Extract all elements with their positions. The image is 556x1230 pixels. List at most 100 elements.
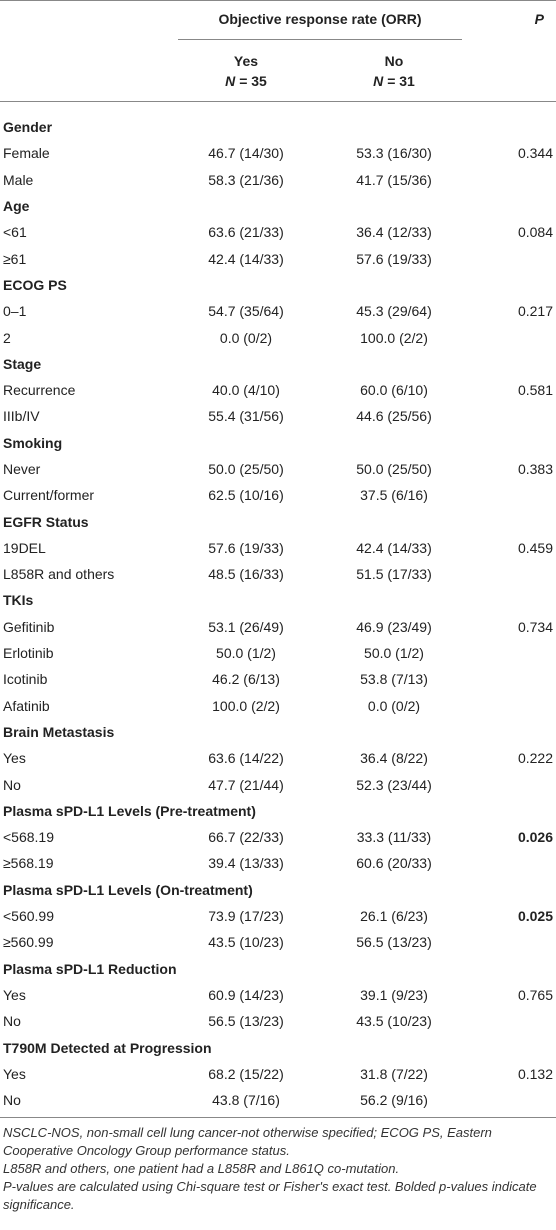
yes-value: 0.0 (0/2) (219, 329, 273, 346)
no-value: 36.4 (12/33) (356, 224, 432, 241)
table-row: 2 0.0 (0/2) 100.0 (2/2) (0, 324, 556, 350)
no-value: 46.9 (23/49) (356, 618, 432, 635)
group-label: Stage (3, 355, 42, 372)
group-label: Plasma sPD-L1 Levels (On-treatment) (3, 881, 253, 898)
table-row: Female 46.7 (14/30) 53.3 (16/30) 0.344 (0, 140, 556, 166)
table-row: No 47.7 (21/44) 52.3 (23/44) (0, 771, 556, 797)
group-label: Smoking (3, 434, 63, 451)
yes-value: 53.1 (26/49) (208, 618, 284, 635)
no-value: 44.6 (25/56) (356, 408, 432, 425)
row-label: 0–1 (3, 303, 27, 320)
yes-value: 68.2 (15/22) (208, 1065, 284, 1082)
group-header-row: Plasma sPD-L1 Levels (On-treatment) (0, 877, 556, 903)
p-value (466, 693, 556, 719)
no-value: 0.0 (0/2) (367, 697, 421, 714)
group-label: Plasma sPD-L1 Levels (Pre-treatment) (3, 802, 256, 819)
yes-column-header: Yes N = 35 (170, 51, 322, 91)
no-value: 41.7 (15/36) (356, 171, 432, 188)
group-label: TKIs (3, 592, 34, 609)
yes-n-value: = 35 (239, 73, 267, 89)
row-label: <61 (3, 224, 27, 241)
row-label: 19DEL (3, 539, 46, 556)
table-row: <568.19 66.7 (22/33) 33.3 (11/33) 0.026 (0, 824, 556, 850)
row-label: No (3, 1013, 21, 1030)
yes-value: 66.7 (22/33) (208, 829, 284, 846)
row-label: Male (3, 171, 34, 188)
row-label: IIIb/IV (3, 408, 40, 425)
group-header-row: TKIs (0, 587, 556, 613)
no-value: 50.0 (1/2) (364, 645, 424, 662)
orr-column-group-title: Objective response rate (ORR) (218, 11, 422, 27)
no-value: 39.1 (9/23) (360, 986, 428, 1003)
p-value (466, 929, 556, 955)
group-header-row: Stage (0, 351, 556, 377)
table-row: Yes 60.9 (14/23) 39.1 (9/23) 0.765 (0, 982, 556, 1008)
p-value (466, 403, 556, 429)
no-column-count: N = 31 (322, 71, 466, 91)
row-label: Afatinib (3, 697, 50, 714)
table-row: No 43.8 (7/16) 56.2 (9/16) (0, 1087, 556, 1113)
group-header-row: ECOG PS (0, 272, 556, 298)
no-n-symbol: N (373, 73, 384, 89)
table-row: 0–1 54.7 (35/64) 45.3 (29/64) 0.217 (0, 298, 556, 324)
table-row: No 56.5 (13/23) 43.5 (10/23) (0, 1008, 556, 1034)
group-header-row: EGFR Status (0, 508, 556, 534)
p-value: 0.132 (517, 1065, 554, 1082)
no-value: 26.1 (6/23) (360, 908, 428, 925)
table-body: Gender Female 46.7 (14/30) 53.3 (16/30) 0.34… (0, 114, 556, 1113)
table-row: Recurrence 40.0 (4/10) 60.0 (6/10) 0.581 (0, 377, 556, 403)
header-divider (178, 39, 462, 40)
row-label: Yes (3, 986, 26, 1003)
p-value: 0.222 (517, 750, 554, 767)
yes-column-count: N = 35 (170, 71, 322, 91)
group-header-row: Brain Metastasis (0, 719, 556, 745)
no-value: 43.5 (10/23) (356, 1013, 432, 1030)
yes-value: 40.0 (4/10) (212, 382, 280, 399)
table-row: <560.99 73.9 (17/23) 26.1 (6/23) 0.025 (0, 903, 556, 929)
table-header: Objective response rate (ORR) P Yes N = … (0, 0, 556, 102)
p-value: 0.459 (517, 539, 554, 556)
yes-value: 42.4 (14/33) (208, 250, 284, 267)
table-row: ≥61 42.4 (14/33) 57.6 (19/33) (0, 245, 556, 271)
no-value: 33.3 (11/33) (356, 829, 432, 846)
row-label: No (3, 776, 21, 793)
yes-value: 63.6 (14/22) (208, 750, 284, 767)
footnote-statistics: P-values are calculated using Chi-square… (3, 1179, 537, 1213)
row-label: No (3, 1092, 21, 1109)
p-value (466, 1087, 556, 1113)
no-value: 50.0 (25/50) (356, 461, 432, 477)
group-header-row: T790M Detected at Progression (0, 1034, 556, 1060)
p-value: 0.581 (517, 382, 554, 399)
p-value-column-header: P (534, 11, 544, 27)
p-value: 0.025 (517, 908, 554, 925)
no-n-value: = 31 (387, 73, 415, 89)
row-label: Erlotinib (3, 645, 54, 662)
table-row: ≥568.19 39.4 (13/33) 60.6 (20/33) (0, 850, 556, 876)
group-header-row: Age (0, 193, 556, 219)
p-value (466, 167, 556, 193)
yes-value: 48.5 (16/33) (208, 566, 284, 583)
group-label: Brain Metastasis (3, 723, 115, 740)
yes-column-label: Yes (233, 53, 259, 69)
row-label: Yes (3, 750, 26, 767)
table-row: Afatinib 100.0 (2/2) 0.0 (0/2) (0, 693, 556, 719)
table-row: Current/former 62.5 (10/16) 37.5 (6/16) (0, 482, 556, 508)
no-column-header: No N = 31 (322, 51, 466, 91)
row-label: Yes (3, 1065, 26, 1082)
yes-value: 54.7 (35/64) (208, 303, 284, 320)
no-value: 31.8 (7/22) (360, 1065, 428, 1082)
no-value: 60.0 (6/10) (360, 382, 428, 399)
table-row: Yes 68.2 (15/22) 31.8 (7/22) 0.132 (0, 1061, 556, 1087)
p-value (466, 482, 556, 508)
no-value: 60.6 (20/33) (356, 855, 432, 872)
no-value: 57.6 (19/33) (356, 250, 432, 267)
yes-value: 50.0 (25/50) (208, 461, 284, 477)
row-label: Gefitinib (3, 618, 55, 635)
group-label: Gender (3, 119, 53, 136)
no-value: 56.2 (9/16) (360, 1092, 428, 1109)
row-label: Icotinib (3, 671, 48, 688)
p-value (466, 666, 556, 692)
yes-value: 55.4 (31/56) (208, 408, 284, 425)
group-label: ECOG PS (3, 276, 67, 293)
